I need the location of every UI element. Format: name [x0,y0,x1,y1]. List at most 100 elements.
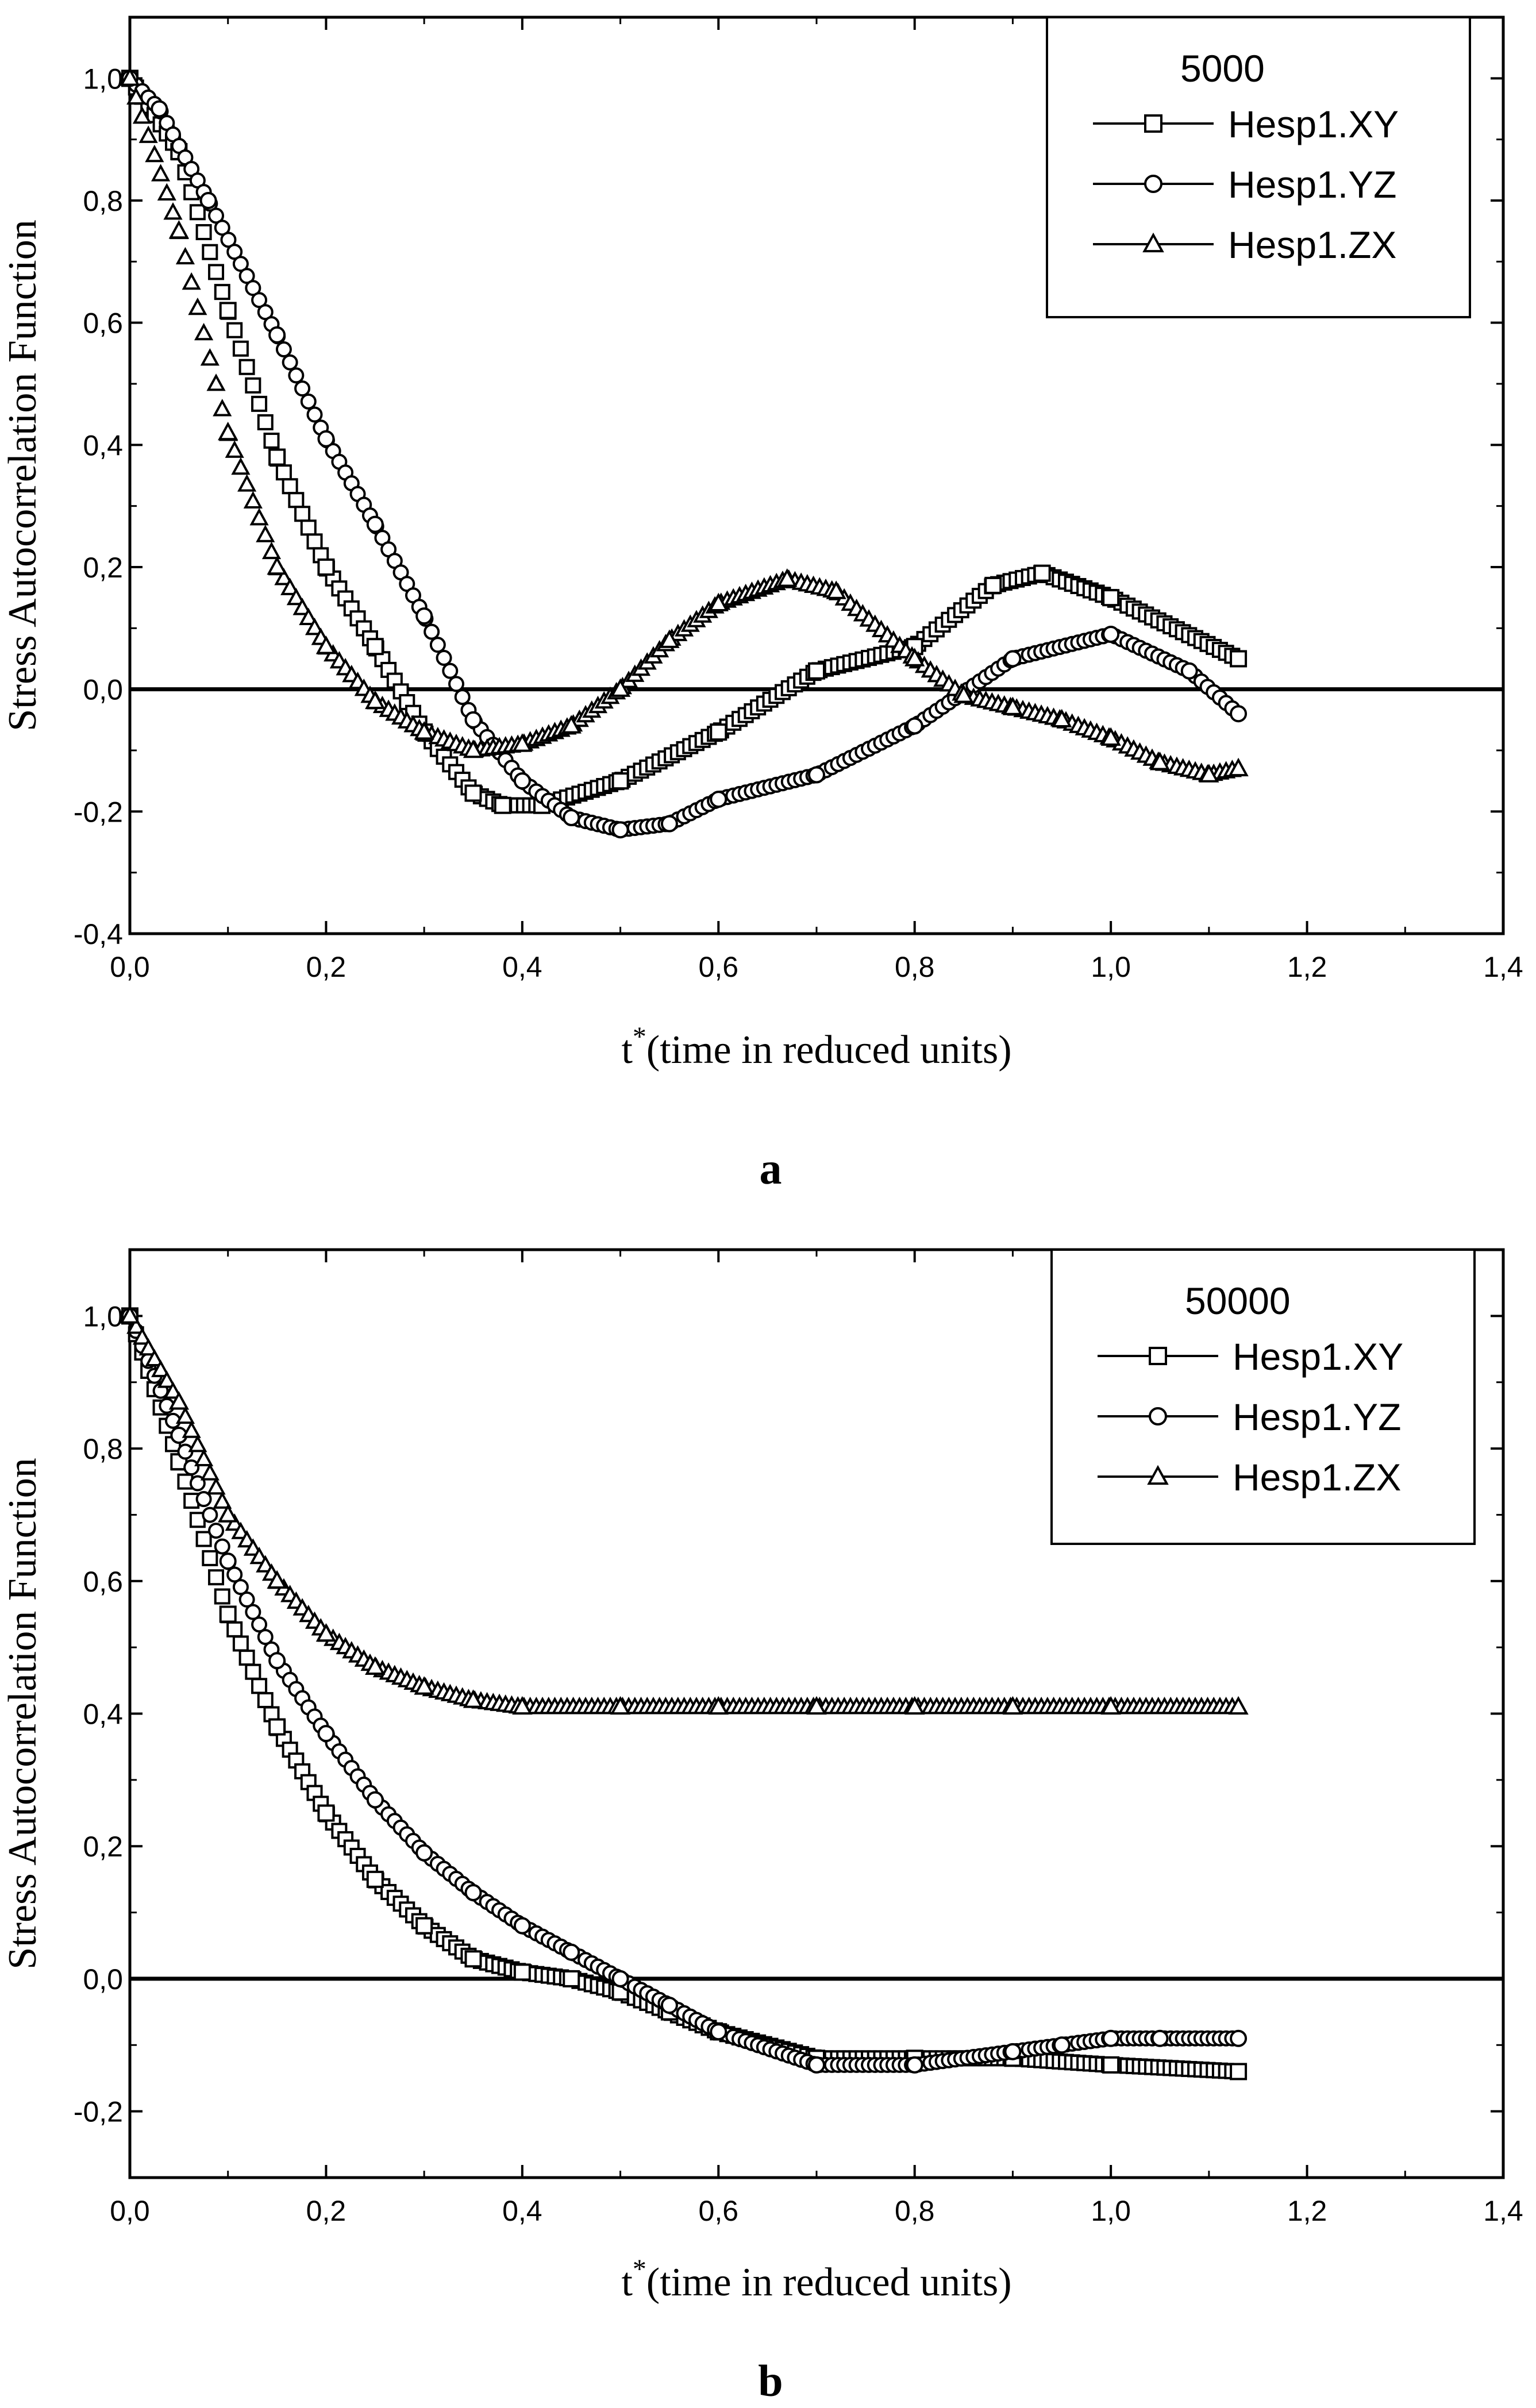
y-tick-label: 0,0 [83,1963,123,1995]
data-point-circle [288,367,305,384]
data-point [513,1917,531,1935]
x-tick-label: 0,6 [699,2195,739,2227]
data-point [151,100,168,118]
data-point [268,326,286,344]
legend-title: 50000 [1185,1280,1291,1322]
data-point-triangle [249,508,269,526]
data-point-triangle [213,399,232,417]
data-point-circle [195,1491,212,1508]
y-tick-label: -0,2 [74,2096,123,2128]
data-point [906,2056,923,2074]
legend-marker-square [1144,114,1162,133]
data-point [563,1970,580,1987]
data-point [1053,2036,1071,2054]
data-point-square [238,1650,255,1666]
data-point [808,766,825,784]
data-point-triangle [292,598,312,615]
data-point-triangle [126,1316,146,1334]
data-point [315,635,337,654]
data-point-circle [226,1566,243,1583]
data-point-triangle [157,1370,176,1388]
x-tick-label: 0,6 [699,951,739,983]
data-point [659,629,680,648]
x-tick-label: 0,0 [110,951,150,983]
data-point-triangle [151,1359,171,1377]
data-point-triangle [182,272,201,290]
y-tick-label: 1,0 [83,1300,123,1332]
data-point-circle [424,623,440,640]
data-point-square [238,359,255,375]
data-point [708,592,729,612]
data-point-triangle [225,440,244,458]
data-point [120,1305,140,1324]
data-point [1033,564,1051,582]
data-point [563,1943,580,1961]
data-point-square [288,492,305,508]
data-point-circle [294,380,311,397]
data-point [463,739,484,758]
data-point [710,723,727,741]
y-tick-label: 0,2 [83,1831,123,1863]
data-point-square [245,1663,261,1680]
data-point [660,815,678,833]
data-point-triangle [163,1381,183,1399]
data-point [317,558,335,576]
data-point-square [294,506,311,522]
x-axis-label-rest: (time in reduced units) [646,2260,1012,2305]
data-point [1149,752,1171,770]
y-tick-label: 0,8 [83,1433,123,1465]
data-point-square [202,244,218,260]
data-point [984,576,1002,594]
data-point [906,717,923,735]
data-point [1052,708,1072,728]
data-point-square [282,478,298,495]
data-point-triangle [280,577,300,595]
x-axis-label-sup: * [633,2254,646,2284]
legend-entry-label: Hesp1.XY [1228,103,1399,145]
data-point [219,1605,237,1623]
y-axis-label: Stress Autocorrelation Function [1,1458,45,1969]
y-tick-label: 0,2 [83,552,123,584]
data-point [168,220,190,239]
data-point [464,1950,482,1968]
data-point [494,796,511,814]
data-point [317,430,335,448]
legend-entry-label: Hesp1.XY [1233,1335,1403,1378]
data-point-triangle [194,1448,214,1467]
data-point-circle [442,662,459,679]
series-Hesp1.YZ [121,70,1248,839]
x-axis-label-main: t [621,1028,633,1072]
data-point-triangle [200,1463,220,1481]
x-axis-label: t*(time in reduced units) [621,1022,1011,1072]
data-point [199,192,217,209]
legend-box [1050,1249,1476,1545]
data-point [710,791,727,808]
data-point [267,556,287,575]
data-point [268,1652,286,1670]
data-point [1100,1696,1121,1715]
legend-marker-triangle [1147,1465,1169,1485]
data-point [414,721,434,740]
x-tick-label: 0,4 [502,951,542,983]
y-tick-label: 0,4 [83,429,123,461]
data-point [777,568,798,587]
data-point [464,1883,482,1901]
data-point-circle [257,1629,274,1646]
data-point [415,607,433,625]
data-point-triangle [188,1435,207,1452]
series-Hesp1.ZX [120,1305,1249,1715]
data-point [415,1844,433,1862]
data-point-square [214,284,230,300]
data-point [315,1623,337,1642]
data-point-square [257,1692,274,1708]
data-point-circle [282,354,298,371]
data-point [660,1997,678,2014]
data-point [1228,1696,1249,1715]
y-tick-label: 0,4 [83,1698,123,1731]
series-Hesp1.ZX [120,67,1249,783]
data-point [268,1718,286,1736]
data-point-circle [448,676,465,692]
data-point [463,1689,484,1708]
data-point [218,1504,238,1523]
data-point [953,684,974,703]
